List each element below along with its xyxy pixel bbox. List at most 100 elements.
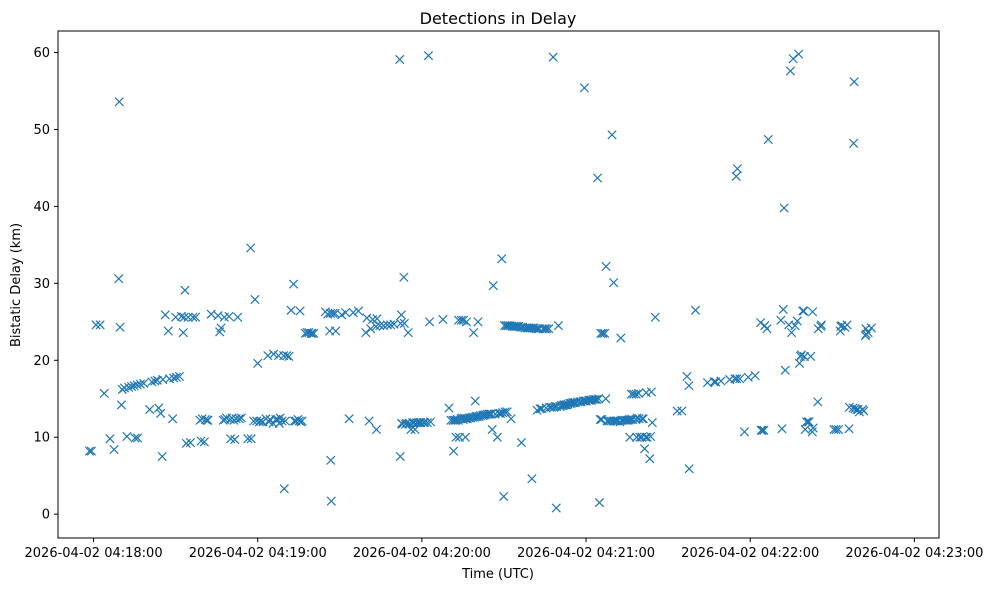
x-tick-label: 2026-04-02 04:18:00 [25, 546, 163, 561]
data-point [230, 434, 240, 445]
data-point [286, 305, 296, 315]
data-point [424, 317, 435, 327]
data-point [145, 404, 155, 415]
data-point [288, 279, 299, 289]
data-point [551, 503, 561, 513]
data-point [178, 327, 188, 338]
data-point [361, 327, 371, 338]
data-point [395, 318, 406, 328]
data-point [444, 403, 454, 413]
data-point [829, 424, 839, 435]
data-point [169, 373, 179, 383]
data-point [199, 437, 210, 447]
x-tick-label: 2026-04-02 04:23:00 [845, 546, 983, 561]
data-point [280, 416, 290, 426]
data-point [638, 414, 648, 424]
data-point [794, 49, 804, 59]
data-point [559, 400, 569, 410]
data-point [462, 414, 472, 424]
data-point [371, 321, 381, 332]
data-point [716, 376, 726, 386]
data-point [790, 321, 800, 331]
data-point [188, 312, 198, 322]
data-point [600, 328, 610, 338]
data-point [325, 308, 336, 318]
data-point [326, 496, 336, 506]
data-point [731, 171, 741, 182]
data-point [762, 324, 772, 334]
data-point [816, 321, 826, 332]
data-point [395, 54, 405, 65]
data-point [449, 446, 459, 456]
y-tick-label: 30 [33, 277, 50, 292]
data-point [234, 414, 244, 424]
data-point [639, 444, 650, 454]
data-point [135, 379, 145, 389]
y-tick-label: 0 [42, 508, 50, 523]
y-axis: 0 10 20 30 40 50 60 [33, 46, 58, 523]
data-point [399, 318, 410, 328]
data-point [331, 326, 341, 336]
data-point [788, 54, 798, 64]
data-point [677, 406, 687, 416]
data-point [268, 349, 279, 359]
data-point [492, 432, 503, 442]
data-point [114, 97, 124, 107]
data-point [371, 424, 382, 435]
data-point [171, 372, 182, 382]
data-point [592, 173, 603, 183]
data-point [482, 409, 492, 419]
data-point [866, 323, 877, 333]
data-point [487, 424, 497, 435]
data-point [813, 397, 823, 407]
data-point [236, 413, 246, 423]
data-point [757, 425, 767, 435]
data-point [806, 351, 816, 362]
data-point [616, 333, 626, 343]
x-tick-label: 2026-04-02 04:21:00 [517, 546, 655, 561]
data-point [366, 324, 376, 334]
data-point [732, 374, 742, 384]
data-point [842, 320, 852, 330]
data-point [416, 417, 426, 428]
data-point [197, 414, 207, 424]
data-point [647, 417, 657, 428]
data-point [403, 327, 413, 338]
y-axis-label: Bistatic Delay (km) [9, 223, 24, 347]
data-point [84, 446, 95, 456]
plot-frame [57, 30, 940, 539]
plot-area [84, 49, 877, 513]
data-point [364, 416, 374, 426]
data-point [750, 371, 760, 381]
data-point [849, 77, 859, 87]
data-point [502, 407, 512, 417]
data-point [126, 381, 137, 392]
data-point [216, 323, 226, 333]
x-tick-label: 2026-04-02 04:22:00 [681, 546, 819, 561]
data-point [596, 328, 606, 338]
data-point [348, 307, 358, 318]
data-point [246, 434, 256, 444]
data-point [114, 274, 124, 284]
data-point [540, 324, 550, 334]
data-point [799, 306, 809, 316]
data-point [684, 381, 694, 391]
y-tick-label: 50 [33, 123, 50, 138]
data-point [637, 414, 647, 424]
data-point [295, 306, 305, 316]
data-point [91, 320, 101, 330]
marker-layer [84, 49, 877, 513]
data-point [592, 394, 602, 405]
x-axis: 2026-04-02 04:18:00 2026-04-02 04:19:00 20… [25, 538, 983, 561]
data-point [553, 321, 564, 331]
data-point [155, 408, 166, 418]
data-point [486, 409, 497, 419]
data-point [739, 427, 750, 437]
data-point [99, 388, 109, 398]
data-point [309, 328, 319, 338]
data-point [804, 417, 814, 427]
data-point [633, 388, 644, 398]
data-point [544, 324, 554, 334]
